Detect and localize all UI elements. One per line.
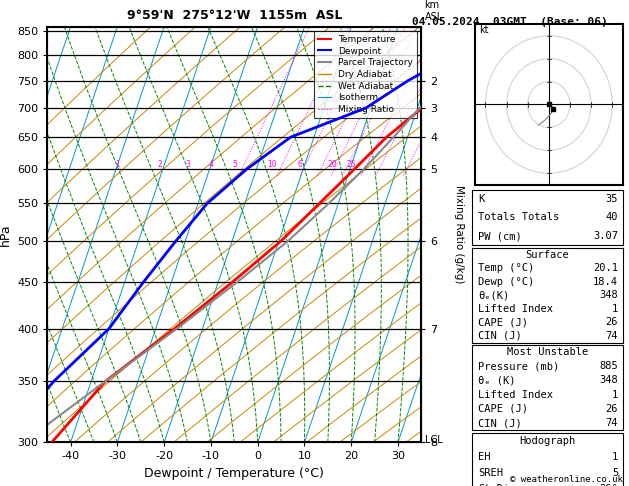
Text: θₑ(K): θₑ(K) [478,290,509,300]
Text: 4: 4 [208,160,213,169]
Text: 1: 1 [612,390,618,399]
Text: Lifted Index: Lifted Index [478,304,553,314]
Text: 20: 20 [328,160,337,169]
Legend: Temperature, Dewpoint, Parcel Trajectory, Dry Adiabat, Wet Adiabat, Isotherm, Mi: Temperature, Dewpoint, Parcel Trajectory… [314,31,417,118]
Text: Surface: Surface [525,250,569,260]
Text: Temp (°C): Temp (°C) [478,263,534,273]
X-axis label: Dewpoint / Temperature (°C): Dewpoint / Temperature (°C) [145,467,324,480]
Text: 3: 3 [185,160,190,169]
Text: 348: 348 [599,290,618,300]
Text: km
ASL: km ASL [425,0,443,22]
Text: 26: 26 [606,404,618,414]
Text: 20.1: 20.1 [593,263,618,273]
Text: K: K [478,194,484,204]
Text: CAPE (J): CAPE (J) [478,404,528,414]
Text: CIN (J): CIN (J) [478,418,521,428]
Text: 5: 5 [612,468,618,478]
Text: 35: 35 [606,194,618,204]
Text: Most Unstable: Most Unstable [506,347,588,357]
Text: 10: 10 [267,160,277,169]
Text: 5: 5 [232,160,237,169]
Text: 1: 1 [612,304,618,314]
Text: kt: kt [479,25,489,35]
Y-axis label: Mixing Ratio (g/kg): Mixing Ratio (g/kg) [454,185,464,284]
Text: 1: 1 [115,160,120,169]
Text: 348: 348 [599,376,618,385]
Text: θₑ (K): θₑ (K) [478,376,515,385]
Text: Lifted Index: Lifted Index [478,390,553,399]
Text: StmDir: StmDir [478,484,515,486]
Text: © weatheronline.co.uk: © weatheronline.co.uk [510,474,623,484]
Text: 26°: 26° [599,484,618,486]
Text: Totals Totals: Totals Totals [478,212,559,223]
Text: 1: 1 [612,451,618,462]
Text: SREH: SREH [478,468,503,478]
Y-axis label: hPa: hPa [0,223,11,246]
Text: 3.07: 3.07 [593,231,618,241]
Text: 885: 885 [599,361,618,371]
Text: 25: 25 [347,160,356,169]
Text: 6: 6 [298,160,303,169]
Text: 40: 40 [606,212,618,223]
Text: Pressure (mb): Pressure (mb) [478,361,559,371]
Text: 74: 74 [606,331,618,341]
Text: 18.4: 18.4 [593,277,618,287]
Text: Hodograph: Hodograph [519,435,576,446]
Text: CAPE (J): CAPE (J) [478,317,528,328]
Text: PW (cm): PW (cm) [478,231,521,241]
Text: 9°59'N  275°12'W  1155m  ASL: 9°59'N 275°12'W 1155m ASL [126,9,342,22]
Text: 74: 74 [606,418,618,428]
Text: LCL: LCL [425,435,443,445]
Text: CIN (J): CIN (J) [478,331,521,341]
Text: 26: 26 [606,317,618,328]
Text: 04.05.2024  03GMT  (Base: 06): 04.05.2024 03GMT (Base: 06) [412,17,608,27]
Text: Dewp (°C): Dewp (°C) [478,277,534,287]
Text: EH: EH [478,451,490,462]
Text: 2: 2 [157,160,162,169]
